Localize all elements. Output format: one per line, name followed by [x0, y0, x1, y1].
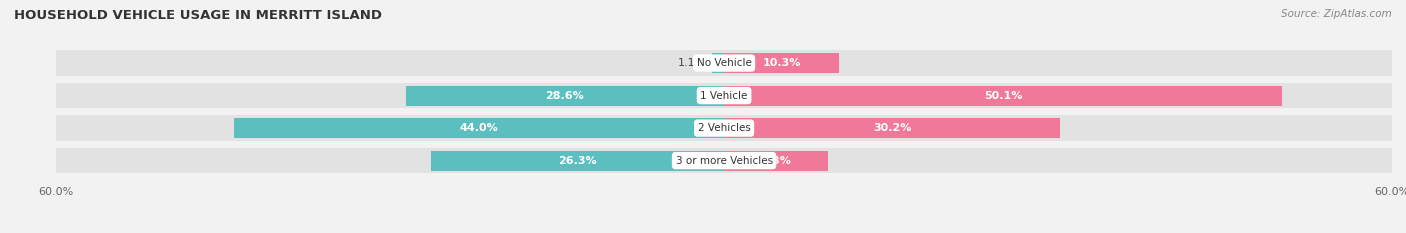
Bar: [432, 151, 724, 171]
Text: 1.1%: 1.1%: [678, 58, 706, 68]
Bar: [56, 148, 1392, 173]
Text: 28.6%: 28.6%: [546, 91, 585, 101]
Text: 30.2%: 30.2%: [873, 123, 911, 133]
Text: 2 Vehicles: 2 Vehicles: [697, 123, 751, 133]
Bar: [724, 53, 839, 73]
Bar: [724, 151, 828, 171]
Text: No Vehicle: No Vehicle: [696, 58, 752, 68]
Bar: [56, 115, 1392, 141]
Text: 26.3%: 26.3%: [558, 156, 598, 166]
Text: HOUSEHOLD VEHICLE USAGE IN MERRITT ISLAND: HOUSEHOLD VEHICLE USAGE IN MERRITT ISLAN…: [14, 9, 382, 22]
Bar: [56, 50, 1392, 76]
Bar: [724, 86, 1282, 106]
Bar: [711, 53, 724, 73]
Text: 9.3%: 9.3%: [761, 156, 792, 166]
Bar: [56, 83, 1392, 108]
Text: 1 Vehicle: 1 Vehicle: [700, 91, 748, 101]
Bar: [724, 118, 1060, 138]
Text: 10.3%: 10.3%: [762, 58, 800, 68]
Text: 50.1%: 50.1%: [984, 91, 1022, 101]
Text: Source: ZipAtlas.com: Source: ZipAtlas.com: [1281, 9, 1392, 19]
Bar: [235, 118, 724, 138]
Text: 44.0%: 44.0%: [460, 123, 499, 133]
Bar: [406, 86, 724, 106]
Text: 3 or more Vehicles: 3 or more Vehicles: [675, 156, 773, 166]
